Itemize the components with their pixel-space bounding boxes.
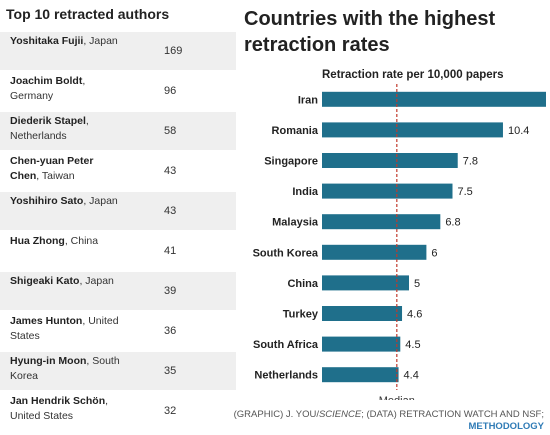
- credit-prefix: (GRAPHIC) J. YOU/: [233, 409, 319, 420]
- author-retraction-count: 169: [164, 45, 183, 57]
- author-row: Chen-yuan Peter Chen, Taiwan 43: [0, 152, 236, 190]
- author-text: Hyung-in Moon, South Korea: [10, 354, 120, 384]
- bar: [322, 122, 503, 138]
- author-retraction-count: 96: [164, 85, 177, 97]
- author-name: Hyung-in Moon: [10, 355, 87, 367]
- author-text: Chen-yuan Peter Chen, Taiwan: [10, 154, 120, 184]
- bar: [322, 183, 453, 199]
- author-text: Hua Zhong, China: [10, 234, 120, 249]
- author-name: Chen-yuan Peter Chen: [10, 155, 94, 182]
- credit-line: (GRAPHIC) J. YOU/SCIENCE; (DATA) RETRACT…: [234, 408, 544, 421]
- author-text: Yoshitaka Fujii, Japan: [10, 34, 120, 49]
- category-label: Turkey: [283, 309, 319, 321]
- author-row: Joachim Boldt, Germany 96: [0, 72, 236, 110]
- author-retraction-count: 35: [164, 365, 177, 377]
- category-label: Malaysia: [272, 217, 319, 229]
- author-name: Shigeaki Kato: [10, 275, 80, 287]
- author-country: , United States: [10, 395, 109, 422]
- author-country: , Japan: [83, 195, 118, 207]
- authors-title: Top 10 retracted authors: [6, 6, 170, 22]
- category-label: China: [287, 278, 318, 290]
- chart-title: Countries with the highest retraction ra…: [244, 6, 495, 58]
- author-country: , Taiwan: [36, 170, 75, 182]
- author-text: Yoshihiro Sato, Japan: [10, 194, 120, 209]
- category-label: Netherlands: [254, 370, 318, 382]
- retraction-rate-chart: Retraction rate per 10,000 papersIran14R…: [253, 69, 546, 400]
- value-label: 7.5: [458, 186, 473, 198]
- category-label: Romania: [272, 125, 319, 137]
- author-retraction-count: 39: [164, 285, 177, 297]
- category-label: India: [292, 186, 319, 198]
- category-label: Singapore: [264, 156, 318, 168]
- credit-source: SCIENCE: [318, 409, 362, 420]
- author-row: Diederik Stapel, Netherlands 58: [0, 112, 236, 150]
- value-label: 7.8: [463, 156, 478, 168]
- authors-list: Yoshitaka Fujii, Japan 169 Joachim Boldt, …: [0, 32, 236, 432]
- category-label: Iran: [298, 94, 318, 106]
- author-row: James Hunton, United States 36: [0, 312, 236, 350]
- author-text: Shigeaki Kato, Japan: [10, 274, 120, 289]
- methodology-link[interactable]: METHODOLOGY: [468, 421, 544, 432]
- value-label: 6: [431, 247, 437, 259]
- author-name: Joachim Boldt: [10, 75, 83, 87]
- author-country: , United States: [10, 315, 119, 342]
- author-row: Yoshitaka Fujii, Japan 169: [0, 32, 236, 70]
- author-country: , Japan: [79, 275, 114, 287]
- chart-subtitle: Retraction rate per 10,000 papers: [322, 69, 504, 81]
- author-country: , Netherlands: [10, 115, 89, 142]
- bar: [322, 336, 401, 352]
- bar: [322, 153, 458, 168]
- author-name: Yoshitaka Fujii: [10, 35, 84, 47]
- author-text: Joachim Boldt, Germany: [10, 74, 120, 104]
- value-label: 4.5: [405, 339, 420, 351]
- value-label: 6.8: [445, 217, 460, 229]
- author-retraction-count: 43: [164, 165, 177, 177]
- median-label: Median: [379, 395, 415, 400]
- chart-title-line1: Countries with the highest: [244, 8, 496, 30]
- author-row: Hyung-in Moon, South Korea 35: [0, 352, 236, 390]
- author-country: , Germany: [10, 75, 86, 102]
- author-name: Yoshihiro Sato: [10, 195, 84, 207]
- author-row: Yoshihiro Sato, Japan 43: [0, 192, 236, 230]
- author-retraction-count: 32: [164, 405, 177, 417]
- author-name: James Hunton: [10, 315, 83, 327]
- bar: [322, 306, 403, 321]
- category-label: South Korea: [253, 247, 319, 259]
- bar: [322, 91, 546, 107]
- author-text: James Hunton, United States: [10, 314, 120, 344]
- author-row: Jan Hendrik Schön, United States 32: [0, 392, 236, 430]
- bar: [322, 367, 399, 383]
- author-row: Shigeaki Kato, Japan 39: [0, 272, 236, 310]
- credit-suffix: ; (DATA) RETRACTION WATCH AND NSF;: [361, 409, 544, 420]
- author-text: Diederik Stapel, Netherlands: [10, 114, 120, 144]
- value-label: 4.6: [407, 309, 422, 321]
- author-name: Jan Hendrik Schön: [10, 395, 106, 407]
- author-row: Hua Zhong, China 41: [0, 232, 236, 270]
- author-retraction-count: 43: [164, 205, 177, 217]
- bar: [322, 214, 441, 230]
- category-label: South Africa: [253, 339, 319, 351]
- author-name: Hua Zhong: [10, 235, 65, 247]
- author-retraction-count: 41: [164, 245, 177, 257]
- author-country: , Japan: [83, 35, 118, 47]
- author-country: , China: [64, 235, 99, 247]
- value-label: 10.4: [508, 125, 529, 137]
- author-retraction-count: 36: [164, 325, 177, 337]
- author-country: , South Korea: [10, 355, 120, 382]
- author-text: Jan Hendrik Schön, United States: [10, 394, 120, 424]
- chart-title-line2: retraction rates: [244, 34, 390, 56]
- author-retraction-count: 58: [164, 125, 177, 137]
- author-name: Diederik Stapel: [10, 115, 86, 127]
- bar: [322, 275, 409, 291]
- value-label: 5: [414, 278, 420, 290]
- bar: [322, 244, 427, 260]
- value-label: 4.4: [404, 370, 419, 382]
